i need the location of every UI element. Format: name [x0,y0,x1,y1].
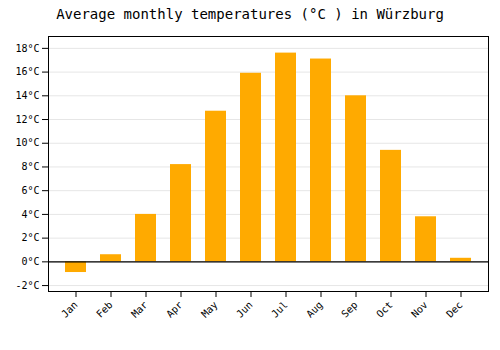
svg-text:Jun: Jun [234,299,255,320]
svg-text:Sep: Sep [339,299,360,320]
svg-text:Dec: Dec [444,299,465,320]
svg-text:16°C: 16°C [15,66,39,77]
svg-text:14°C: 14°C [15,90,39,101]
svg-text:May: May [199,299,220,320]
svg-text:12°C: 12°C [15,114,39,125]
svg-text:2°C: 2°C [21,232,39,243]
svg-text:18°C: 18°C [15,43,39,54]
svg-text:10°C: 10°C [15,137,39,148]
svg-text:Jan: Jan [59,299,80,320]
html-text:Average monthly temperatures (: Average monthly temperatures (°C ) in Wü… [56,6,444,22]
svg-text:8°C: 8°C [21,161,39,172]
svg-text:Mar: Mar [129,299,150,320]
svg-text:-2°C: -2°C [15,280,39,291]
svg-text:Feb: Feb [94,299,115,320]
svg-text:6°C: 6°C [21,185,39,196]
svg-text:Nov: Nov [409,299,430,320]
svg-text:4°C: 4°C [21,209,39,220]
svg-text:0°C: 0°C [21,256,39,267]
svg-text:Oct: Oct [374,299,395,320]
svg-text:Jul: Jul [269,299,290,320]
svg-text:Apr: Apr [164,299,185,320]
svg-text:Aug: Aug [304,299,325,320]
